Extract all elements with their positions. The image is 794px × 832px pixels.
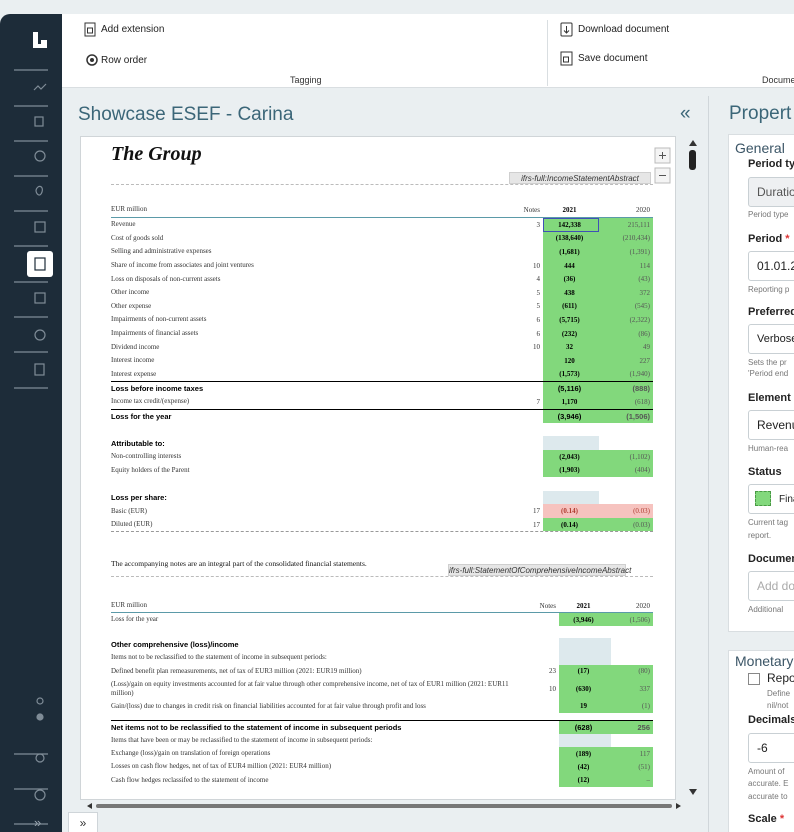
download-document-button[interactable]: Download document (578, 24, 669, 35)
field-help: Human-rea (748, 444, 788, 453)
required-mark: * (785, 233, 789, 245)
label-text: Scale (748, 813, 777, 825)
field-help: Current tag (748, 518, 788, 527)
field-label: Period typ (748, 158, 794, 170)
section-title: Monetary (735, 653, 793, 669)
expand-panel-button[interactable]: » (68, 812, 98, 832)
label-text: Period (748, 233, 782, 245)
horizontal-scroll-thumb[interactable] (96, 804, 672, 808)
decimals-input[interactable]: -6 (748, 733, 794, 763)
period-input[interactable]: 01.01.2 (748, 251, 794, 281)
logo (33, 32, 47, 48)
toolbar (62, 14, 794, 88)
required-mark: * (780, 813, 784, 825)
sidebar-expand[interactable]: » (34, 815, 41, 830)
field-label: Status (748, 466, 782, 478)
period-type-input[interactable]: Duratio (748, 177, 794, 207)
collapse-button[interactable]: « (680, 103, 691, 125)
panel-title: Showcase ESEF - Carina (78, 104, 293, 126)
field-help: accurate. E (748, 779, 788, 788)
document-input[interactable]: Add do (748, 571, 794, 601)
field-help: accurate to (748, 792, 788, 801)
toolbar-divider (547, 20, 548, 86)
field-help: 'Period end (748, 369, 788, 378)
field-help: Additional (748, 605, 783, 614)
field-help: Amount of (748, 767, 784, 776)
field-help: Define (767, 689, 790, 698)
field-label: Preferred (748, 306, 794, 318)
toolbar-group-label: Tagging (290, 75, 322, 85)
panel-divider (708, 96, 709, 832)
field-label: Documen (748, 553, 794, 565)
add-extension-button[interactable]: Add extension (101, 24, 164, 35)
element-label-input[interactable]: Revenu (748, 410, 794, 440)
status-swatch (755, 491, 771, 506)
field-help: Period type (748, 210, 788, 219)
vertical-scroll-thumb[interactable] (689, 150, 696, 170)
checkbox[interactable] (748, 673, 760, 685)
save-document-button[interactable]: Save document (578, 53, 648, 64)
field-help: nil/not (767, 701, 788, 710)
properties-title: Propert (729, 103, 791, 125)
field-label: Element l (748, 392, 794, 404)
row-order-button[interactable]: Row order (101, 55, 147, 66)
field-help: Reporting p (748, 285, 789, 294)
field-label: Period * (748, 233, 790, 245)
toolbar-icons-right (560, 22, 576, 72)
field-label: Decimals (748, 714, 794, 726)
field-help: report. (748, 531, 771, 540)
section-title: General (735, 140, 785, 156)
checkbox-label[interactable]: Repo (767, 671, 794, 685)
field-label: Scale * (748, 813, 784, 825)
field-help: Sets the pr (748, 358, 787, 367)
toolbar-group-label: Docume (762, 75, 794, 85)
sidebar-icons (0, 14, 62, 832)
scrollbars (80, 136, 706, 816)
preferred-select[interactable]: Verbose (748, 324, 794, 354)
